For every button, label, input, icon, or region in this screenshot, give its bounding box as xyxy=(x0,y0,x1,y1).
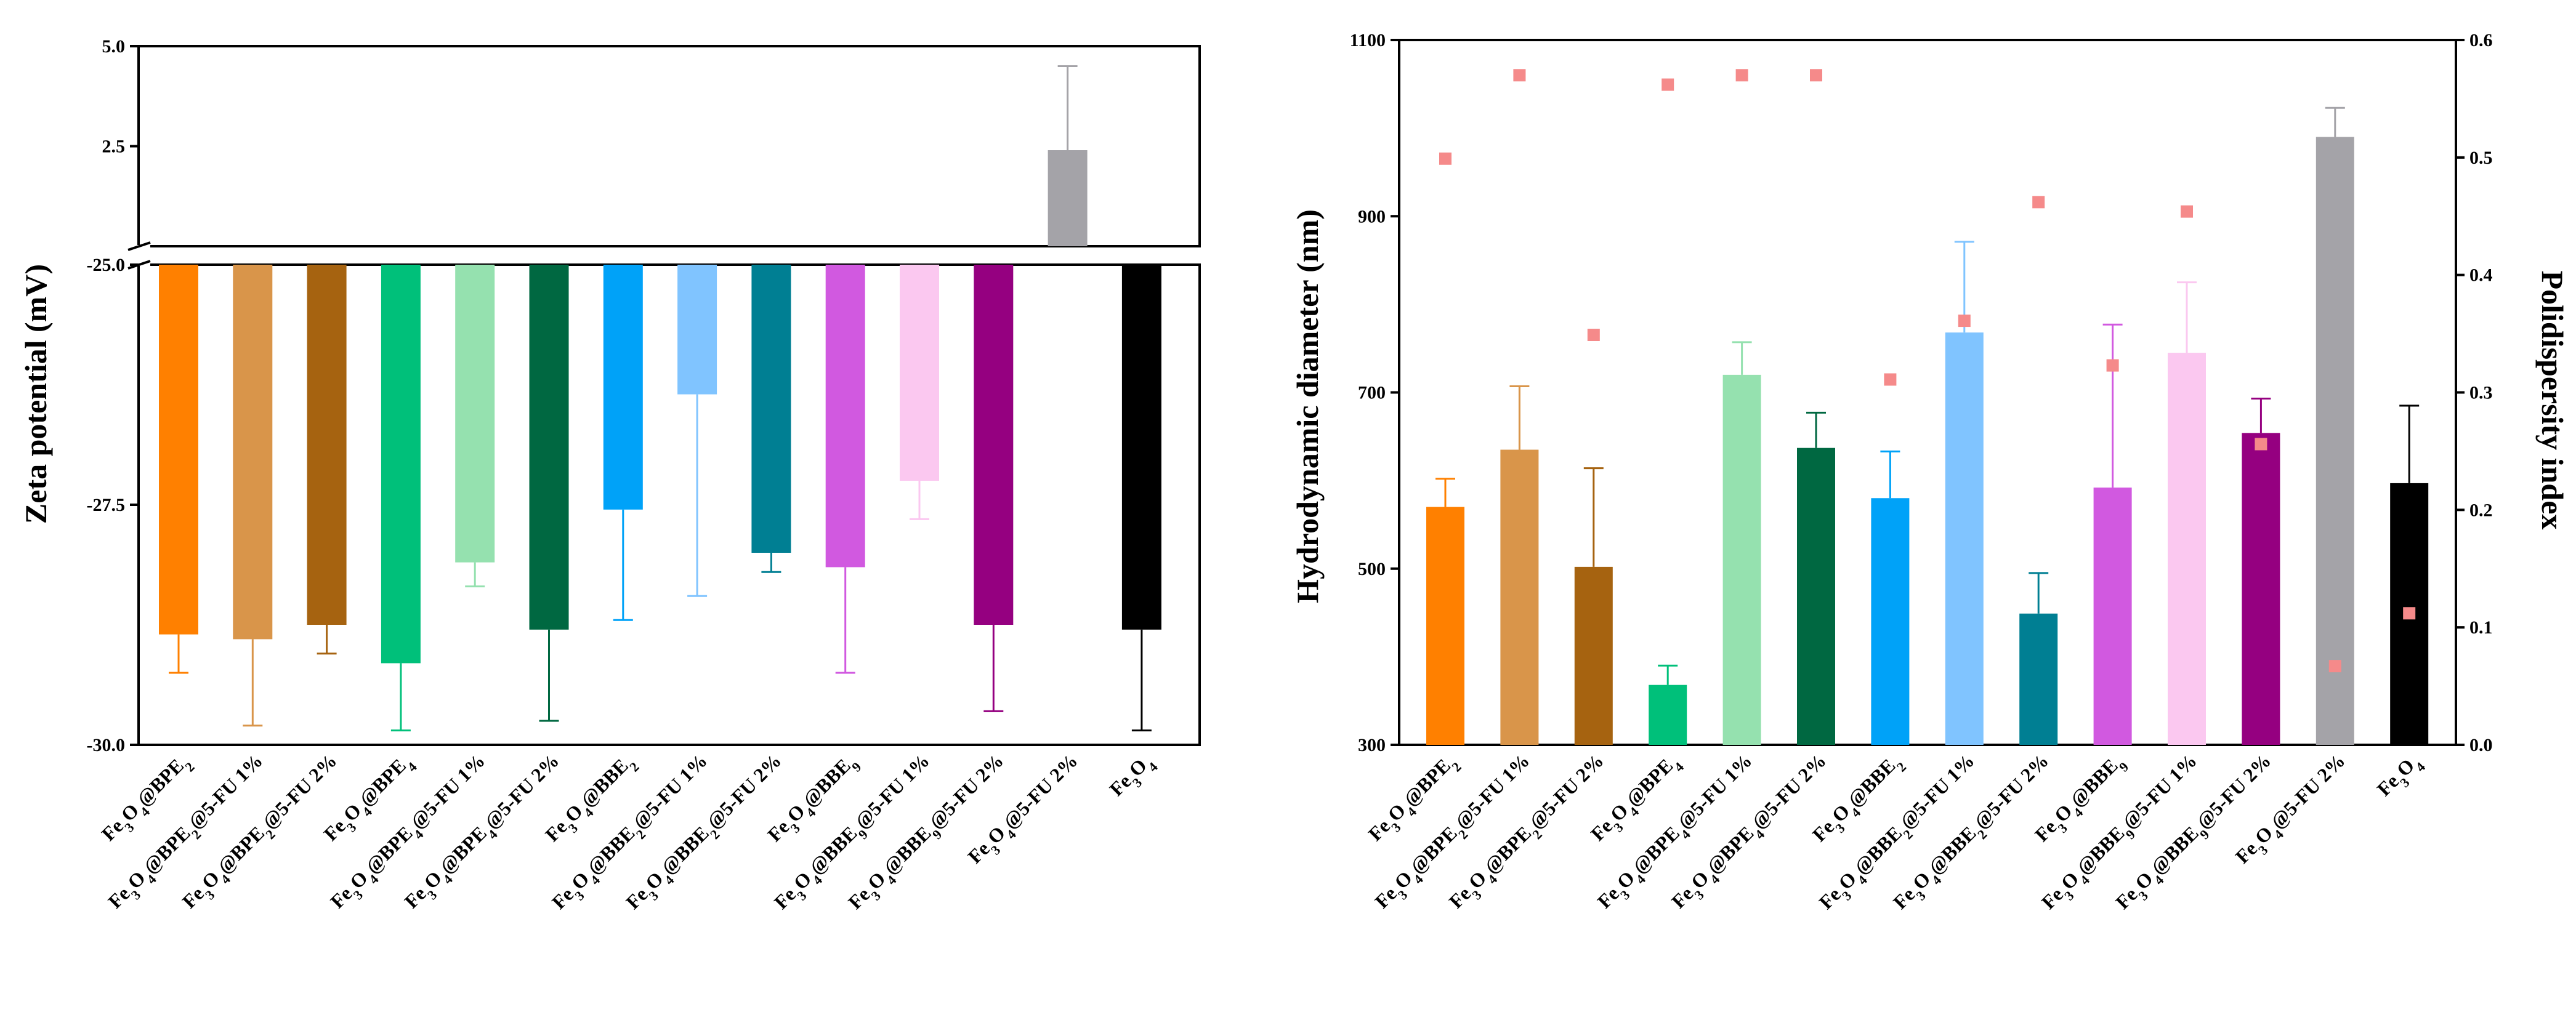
dls-y2-axis-title: Polidispersity index xyxy=(2535,271,2570,530)
dls-bars xyxy=(1426,106,2429,745)
zeta-bar xyxy=(900,265,939,481)
dls-x-tick-label: Fe3O4@BPE2@5-FU 2% xyxy=(1445,749,1612,917)
dls-y2-tick-label: 0.5 xyxy=(2469,148,2493,168)
dls-bar xyxy=(2242,433,2280,745)
pdi-point xyxy=(2032,196,2045,209)
pdi-point xyxy=(2328,660,2341,673)
pdi-point xyxy=(2106,359,2119,372)
dls-y-tick-label: 700 xyxy=(1358,383,1386,403)
dls-y2-tick-label: 0.3 xyxy=(2469,383,2493,403)
zeta-bar xyxy=(1121,265,1161,630)
axis-break-marks xyxy=(127,241,151,270)
zeta-bar xyxy=(603,265,643,510)
zeta-x-tick-label: Fe3O4@BPE2@5-FU 2% xyxy=(178,749,345,917)
pdi-point xyxy=(2255,438,2267,451)
zeta-bar xyxy=(974,265,1014,625)
pdi-point xyxy=(1661,78,1674,91)
zeta-bar xyxy=(381,265,421,664)
zeta-potential-chart: 2.5 5.0 -25.0 -27.5 -30.0 Zeta potential (mV… xyxy=(18,36,1201,918)
dls-y-tick-label: 300 xyxy=(1358,735,1386,755)
dls-bar xyxy=(2093,488,2132,745)
zeta-lower-tick-label: -27.5 xyxy=(87,495,126,515)
zeta-upper-tick-label: 5.0 xyxy=(102,36,126,57)
dls-bar xyxy=(1500,449,1539,745)
dls-y2-tick-label: 0.2 xyxy=(2469,500,2493,520)
zeta-bar xyxy=(233,265,273,640)
dls-y-ticks: 300 500 700 900 1100 xyxy=(1350,30,1399,755)
zeta-lower-tick-label: -25.0 xyxy=(87,255,126,275)
zeta-x-tick-label: Fe3O4@BBE2@5-FU 2% xyxy=(621,749,790,918)
pdi-point xyxy=(2403,607,2416,620)
dls-y2-tick-label: 0.6 xyxy=(2469,30,2493,50)
zeta-bar xyxy=(751,265,791,553)
dls-bar xyxy=(1797,448,1835,745)
dls-y2-tick-label: 0.1 xyxy=(2469,617,2493,638)
zeta-bar xyxy=(307,265,347,625)
zeta-bar xyxy=(455,265,495,563)
dls-y2-ticks: 0.0 0.1 0.2 0.3 0.4 0.5 0.6 xyxy=(2456,30,2493,755)
dls-bar xyxy=(2168,353,2206,745)
dls-y2-tick-label: 0.0 xyxy=(2469,735,2493,755)
zeta-y-ticks: 2.5 5.0 -25.0 -27.5 -30.0 xyxy=(87,36,139,755)
pdi-point xyxy=(1958,315,1971,327)
dls-x-tick-label: Fe3O4 xyxy=(2373,749,2428,805)
dls-x-tick-label: Fe3O4@BBE2@5-FU 2% xyxy=(1889,749,2057,918)
zeta-bar xyxy=(677,265,717,395)
pdi-point xyxy=(1810,69,1822,82)
zeta-x-tick-label: Fe3O4 xyxy=(1105,749,1160,805)
zeta-upper-frame xyxy=(137,45,1201,247)
dls-bar xyxy=(2316,137,2354,745)
dls-bar xyxy=(1649,685,1687,745)
dls-y-tick-label: 500 xyxy=(1358,559,1386,579)
pdi-point xyxy=(1587,328,1600,341)
dls-bar xyxy=(1426,507,1464,745)
pdi-points xyxy=(1439,69,2416,673)
zeta-lower-frame xyxy=(137,263,1201,746)
dls-y-axis-title: Hydrodynamic diameter (nm) xyxy=(1290,209,1325,603)
zeta-bar xyxy=(825,265,865,568)
hydrodynamic-diameter-chart: 300 500 700 900 1100 0.0 0.1 0.2 0.3 0.4 0.5 0.6 H… xyxy=(1290,30,2570,918)
zeta-bar xyxy=(529,265,569,630)
dls-bar xyxy=(1871,498,1910,745)
dls-y-tick-label: 900 xyxy=(1358,206,1386,227)
dls-frame xyxy=(1398,39,2457,746)
zeta-upper-tick-label: 2.5 xyxy=(102,137,126,157)
dls-bar xyxy=(1945,332,1984,745)
zeta-bar xyxy=(159,265,198,635)
dls-bar xyxy=(1722,374,1761,745)
dls-y-tick-label: 1100 xyxy=(1350,30,1386,50)
pdi-point xyxy=(1884,373,1897,386)
pdi-point xyxy=(1439,152,1452,165)
zeta-y-axis-title: Zeta potential (mV) xyxy=(18,264,53,524)
zeta-bars xyxy=(159,65,1161,732)
pdi-point xyxy=(2181,205,2193,218)
dls-y2-tick-label: 0.4 xyxy=(2469,265,2493,286)
zeta-lower-tick-label: -30.0 xyxy=(87,735,126,755)
dls-bar xyxy=(1574,566,1613,745)
zeta-bar xyxy=(1048,150,1088,246)
pdi-point xyxy=(1513,69,1526,82)
pdi-point xyxy=(1735,69,1748,82)
dls-x-tick-label: Fe3O4@BPE4@5-FU 2% xyxy=(1667,749,1835,917)
dls-bar xyxy=(2019,613,2058,745)
zeta-x-tick-label: Fe3O4@BPE4@5-FU 2% xyxy=(400,749,567,917)
